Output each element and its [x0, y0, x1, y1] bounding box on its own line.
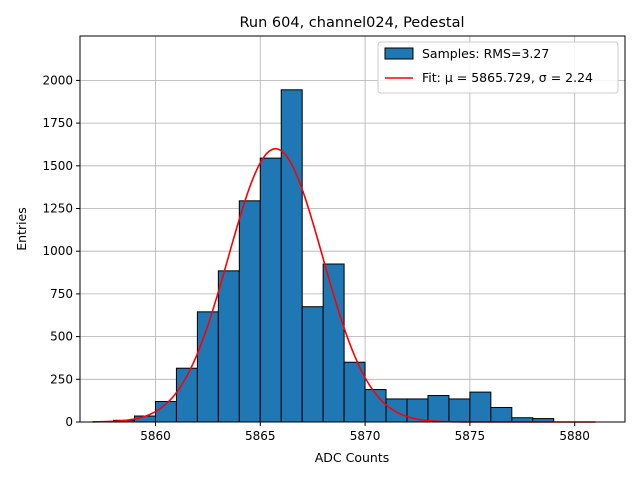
y-tick-label: 750: [50, 287, 73, 301]
x-tick-label: 5865: [245, 429, 276, 443]
y-axis: 0 250 500 750 1000 1250 1500 1750 2000: [42, 73, 80, 429]
histogram-bar: [490, 406, 513, 423]
legend-label-samples: Samples: RMS=3.27: [422, 46, 549, 61]
histogram-bar: [196, 311, 219, 423]
x-tick-label: 5875: [455, 429, 486, 443]
histogram-bar: [385, 398, 408, 423]
legend-label-fit: Fit: μ = 5865.729, σ = 2.24: [422, 70, 593, 85]
y-axis-label: Entries: [14, 207, 29, 251]
x-axis-label: ADC Counts: [315, 450, 390, 465]
histogram-bar: [259, 157, 282, 423]
histogram-bar: [427, 395, 450, 423]
x-axis: 5860 5865 5870 5875 5880: [140, 422, 590, 443]
legend-swatch-samples: [384, 47, 414, 60]
histogram-bar: [322, 263, 345, 423]
histogram-bar: [448, 398, 471, 423]
histogram-bar: [280, 89, 303, 423]
histogram-bar: [469, 391, 492, 423]
y-tick-label: 2000: [42, 73, 73, 87]
y-tick-label: 1500: [42, 159, 73, 173]
x-tick-label: 5880: [559, 429, 590, 443]
y-tick-label: 0: [65, 415, 73, 429]
legend: Samples: RMS=3.27 Fit: μ = 5865.729, σ =…: [377, 41, 619, 94]
x-tick-label: 5860: [140, 429, 171, 443]
plot-frame: [79, 35, 626, 423]
y-tick-label: 250: [50, 372, 73, 386]
histogram-bar: [301, 306, 324, 423]
chart-title: Run 604, channel024, Pedestal: [239, 15, 464, 31]
histogram-bars: [113, 89, 555, 423]
y-tick-label: 1250: [42, 202, 73, 216]
y-tick-label: 1000: [42, 244, 73, 258]
legend-box: [377, 41, 619, 94]
histogram-bar: [238, 200, 261, 423]
y-tick-label: 500: [50, 330, 73, 344]
y-tick-label: 1750: [42, 116, 73, 130]
histogram-bar: [217, 270, 240, 423]
x-tick-label: 5870: [350, 429, 381, 443]
